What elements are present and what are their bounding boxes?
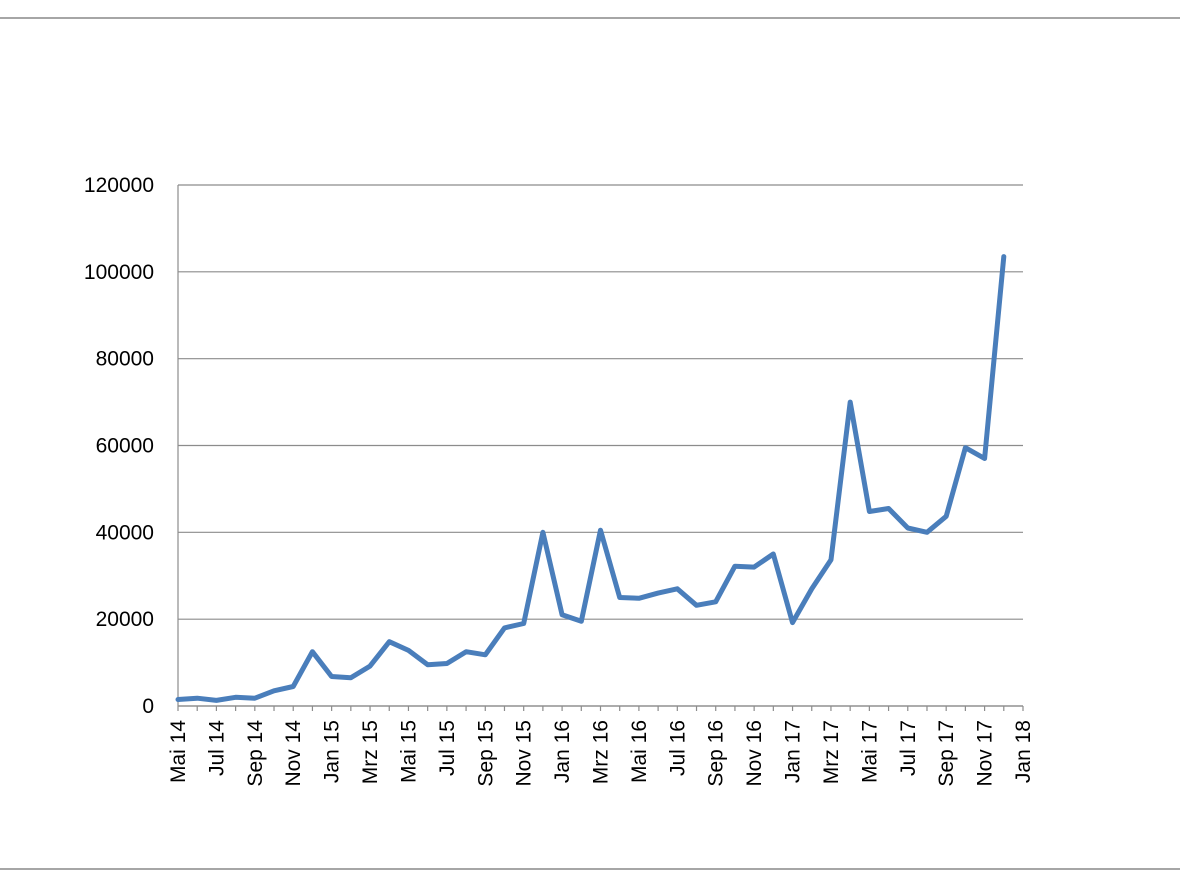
x-tick-label: Nov 15 [513, 720, 536, 787]
y-tick-label: 40000 [96, 521, 154, 544]
x-tick-label: Jul 17 [897, 720, 920, 776]
x-tick-label: Jan 18 [1012, 720, 1035, 783]
x-tick-label: Mrz 15 [359, 720, 382, 784]
x-tick-label: Mai 17 [858, 720, 881, 783]
x-tick-label: Sep 14 [244, 720, 267, 787]
y-axis: 0 20000 40000 60000 80000 100000 120000 [84, 174, 179, 718]
y-tick-label: 80000 [96, 348, 154, 371]
y-tick-label: 60000 [96, 435, 154, 458]
y-tick-label: 120000 [84, 174, 154, 197]
x-tick-label: Sep 16 [705, 720, 728, 787]
x-tick-label: Nov 16 [743, 720, 766, 787]
bottom-border [0, 868, 1180, 870]
x-tick-label: Mai 15 [397, 720, 420, 783]
series-line [175, 254, 1007, 703]
y-tick-label: 100000 [84, 261, 154, 284]
x-tick-label: Jul 15 [436, 720, 459, 776]
x-tick-label: Jul 14 [205, 720, 228, 776]
x-axis: Mai 14 Jul 14 Sep 14 Nov 14 Jan 15 Mrz 15 Mai … [167, 705, 1035, 787]
x-tick-label: Sep 15 [474, 720, 497, 787]
x-tick-label: Nov 17 [974, 720, 997, 787]
x-tick-label: Nov 14 [282, 720, 305, 787]
x-tick-label: Mai 14 [167, 720, 190, 783]
x-tick-label: Mrz 16 [590, 720, 613, 784]
y-tick-label: 0 [142, 695, 154, 718]
series [175, 254, 1007, 703]
gridlines [178, 184, 1023, 707]
y-tick-label: 20000 [96, 608, 154, 631]
x-tick-label: Jan 15 [321, 720, 344, 783]
x-tick-label: Mrz 17 [820, 720, 843, 784]
x-tick-label: Mai 16 [628, 720, 651, 783]
top-border [0, 17, 1180, 19]
x-tick-label: Jul 16 [666, 720, 689, 776]
x-tick-label: Jan 17 [782, 720, 805, 783]
x-tick-label: Jan 16 [551, 720, 574, 783]
x-tick-label: Sep 17 [935, 720, 958, 787]
